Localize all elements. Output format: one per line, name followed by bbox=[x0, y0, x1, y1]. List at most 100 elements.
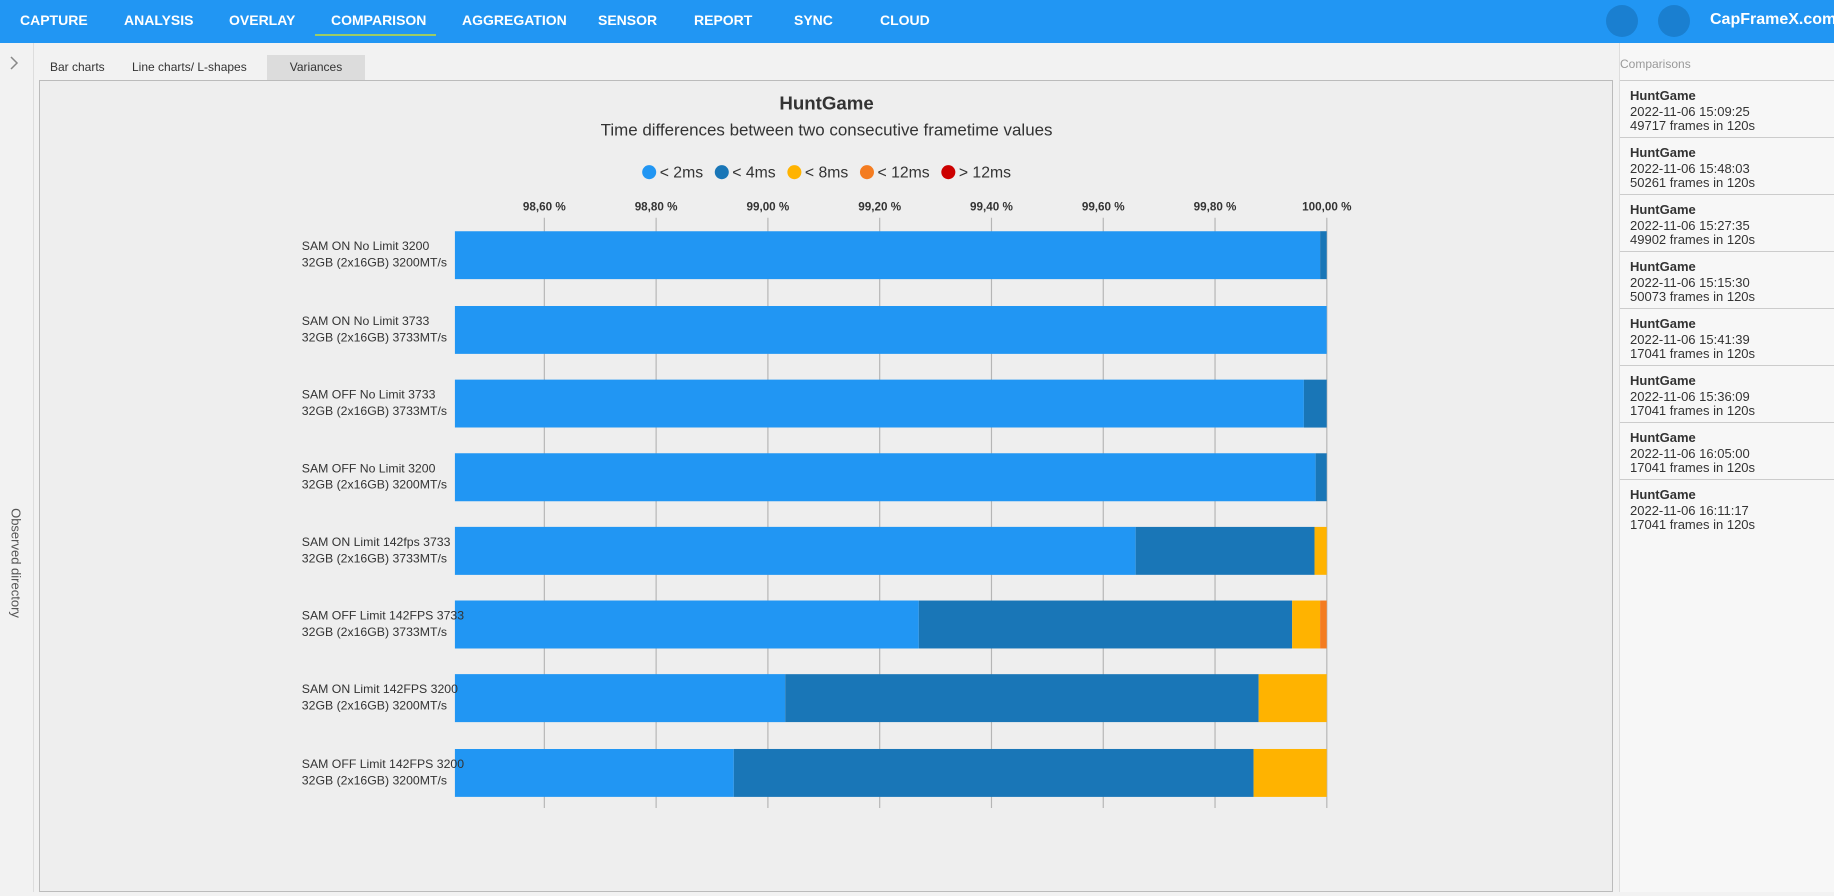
item-game: HuntGame bbox=[1630, 88, 1696, 103]
item-date: 2022-11-06 15:41:39 bbox=[1630, 332, 1750, 347]
item-game: HuntGame bbox=[1630, 202, 1696, 217]
item-frames: 50261 frames in 120s bbox=[1630, 175, 1756, 190]
nav-tab[interactable]: CAPTURE bbox=[20, 12, 88, 28]
item-date: 2022-11-06 16:05:00 bbox=[1630, 446, 1750, 461]
item-date: 2022-11-06 16:11:17 bbox=[1630, 503, 1749, 518]
legend: < 2ms < 4ms < 8ms < 12ms > 12ms bbox=[642, 165, 1011, 182]
category-label: SAM OFF No Limit 3733 bbox=[302, 388, 436, 402]
comparison-item[interactable]: HuntGame 2022-11-06 15:15:30 50073 frames … bbox=[1620, 251, 1834, 308]
legend-label: < 2ms bbox=[660, 165, 703, 182]
nav-tab[interactable]: SYNC bbox=[794, 12, 833, 28]
bar-segment bbox=[454, 600, 919, 649]
side-panel-label[interactable]: Observed directory bbox=[8, 508, 24, 618]
bar-segment bbox=[454, 379, 1304, 428]
item-game: HuntGame bbox=[1630, 145, 1696, 160]
item-date: 2022-11-06 15:15:30 bbox=[1630, 275, 1750, 290]
x-tick-label: 98,80 % bbox=[635, 200, 678, 213]
chart: HuntGame Time differences between two co… bbox=[302, 92, 1352, 808]
category-label: 32GB (2x16GB) 3733MT/s bbox=[302, 551, 447, 565]
legend-item[interactable]: < 2ms bbox=[642, 165, 703, 182]
bar-segment bbox=[1320, 600, 1327, 649]
bar-segment bbox=[1135, 526, 1315, 575]
bar-segment bbox=[454, 306, 1327, 354]
category-label: 32GB (2x16GB) 3733MT/s bbox=[302, 330, 447, 344]
legend-swatch bbox=[642, 165, 657, 180]
item-frames: 17041 frames in 120s bbox=[1630, 460, 1756, 475]
sub-tab[interactable]: Variances bbox=[267, 55, 365, 80]
bar-segment bbox=[454, 453, 1316, 502]
category-label: SAM OFF Limit 142FPS 3200 bbox=[302, 757, 464, 771]
panel-title: Comparisons bbox=[1620, 57, 1691, 71]
x-tick-label: 99,20 % bbox=[858, 200, 901, 213]
side-panel[interactable]: Observed directory bbox=[0, 43, 34, 892]
comparison-item[interactable]: HuntGame 2022-11-06 16:05:00 17041 frames … bbox=[1620, 422, 1834, 479]
nav-tab[interactable]: AGGREGATION bbox=[462, 12, 567, 28]
item-date: 2022-11-06 15:36:09 bbox=[1630, 389, 1750, 404]
nav-tab[interactable]: REPORT bbox=[694, 12, 753, 28]
comparison-item[interactable]: HuntGame 2022-11-06 15:09:25 49717 frames … bbox=[1620, 80, 1834, 137]
icon-button[interactable] bbox=[1606, 5, 1638, 37]
bar-segment bbox=[1292, 600, 1321, 649]
legend-item[interactable]: < 12ms bbox=[859, 165, 930, 182]
legend-item[interactable]: > 12ms bbox=[941, 165, 1011, 182]
bar-segment bbox=[454, 748, 734, 797]
comparison-item[interactable]: HuntGame 2022-11-06 15:27:35 49902 frames … bbox=[1620, 194, 1834, 251]
legend-label: < 8ms bbox=[805, 165, 848, 182]
nav-tab[interactable]: SENSOR bbox=[598, 12, 658, 28]
bar-segment bbox=[1258, 674, 1327, 723]
bar-segment bbox=[1253, 748, 1327, 797]
sub-tab[interactable]: Line charts/ L-shapes bbox=[132, 60, 247, 74]
nav-tab[interactable]: COMPARISON bbox=[331, 12, 427, 28]
item-game: HuntGame bbox=[1630, 430, 1696, 445]
legend-item[interactable]: < 8ms bbox=[787, 165, 848, 182]
chevron[interactable] bbox=[0, 49, 33, 79]
legend-label: > 12ms bbox=[959, 165, 1011, 182]
bar-segment bbox=[1320, 231, 1327, 280]
legend-swatch bbox=[941, 165, 956, 180]
category-label: 32GB (2x16GB) 3200MT/s bbox=[302, 256, 447, 270]
category-label: 32GB (2x16GB) 3200MT/s bbox=[302, 699, 447, 713]
bar-segment bbox=[1314, 526, 1327, 575]
category-label: 32GB (2x16GB) 3733MT/s bbox=[302, 625, 447, 639]
bar-segment bbox=[733, 748, 1254, 797]
x-tick-label: 99,40 % bbox=[970, 200, 1013, 213]
bar-segment bbox=[918, 600, 1293, 649]
category-label: SAM ON No Limit 3733 bbox=[302, 314, 430, 328]
nav-tab[interactable]: ANALYSIS bbox=[124, 12, 194, 28]
item-frames: 17041 frames in 120s bbox=[1630, 517, 1756, 532]
bar-segment bbox=[785, 674, 1259, 723]
nav-tab[interactable]: OVERLAY bbox=[229, 12, 296, 28]
bar-segment bbox=[1303, 379, 1327, 428]
item-game: HuntGame bbox=[1630, 259, 1696, 274]
legend-swatch bbox=[787, 165, 802, 180]
category-label: SAM ON Limit 142fps 3733 bbox=[302, 535, 451, 549]
legend-item[interactable]: < 4ms bbox=[714, 165, 776, 182]
comparison-item[interactable]: HuntGame 2022-11-06 16:11:17 17041 frames … bbox=[1620, 479, 1834, 536]
item-frames: 50073 frames in 120s bbox=[1630, 289, 1756, 304]
item-frames: 49902 frames in 120s bbox=[1630, 232, 1756, 247]
item-frames: 17041 frames in 120s bbox=[1630, 346, 1756, 361]
item-date: 2022-11-06 15:48:03 bbox=[1630, 161, 1750, 176]
x-tick-label: 98,60 % bbox=[523, 200, 566, 213]
legend-label: < 4ms bbox=[732, 165, 775, 182]
x-tick-label: 99,00 % bbox=[746, 200, 789, 213]
legend-swatch bbox=[714, 165, 729, 180]
item-game: HuntGame bbox=[1630, 373, 1696, 388]
icon-button[interactable] bbox=[1658, 5, 1690, 37]
comparison-item[interactable]: HuntGame 2022-11-06 15:48:03 50261 frames … bbox=[1620, 137, 1834, 194]
active-tab-indicator bbox=[315, 34, 436, 36]
comparison-item[interactable]: HuntGame 2022-11-06 15:36:09 17041 frames … bbox=[1620, 365, 1834, 422]
item-game: HuntGame bbox=[1630, 487, 1696, 502]
category-label: 32GB (2x16GB) 3200MT/s bbox=[302, 773, 447, 787]
x-tick-label: 99,60 % bbox=[1082, 200, 1125, 213]
category-label: SAM ON No Limit 3200 bbox=[302, 239, 430, 253]
chart-container: HuntGame Time differences between two co… bbox=[39, 80, 1613, 892]
item-game: HuntGame bbox=[1630, 316, 1696, 331]
bar-segment bbox=[454, 231, 1321, 280]
category-label: SAM ON Limit 142FPS 3200 bbox=[302, 682, 458, 696]
comparison-item[interactable]: HuntGame 2022-11-06 15:41:39 17041 frames … bbox=[1620, 308, 1834, 365]
item-frames: 49717 frames in 120s bbox=[1630, 118, 1756, 133]
nav-tab[interactable]: CLOUD bbox=[880, 12, 930, 28]
category-label: SAM OFF No Limit 3200 bbox=[302, 461, 436, 475]
sub-tab[interactable]: Bar charts bbox=[50, 60, 105, 74]
